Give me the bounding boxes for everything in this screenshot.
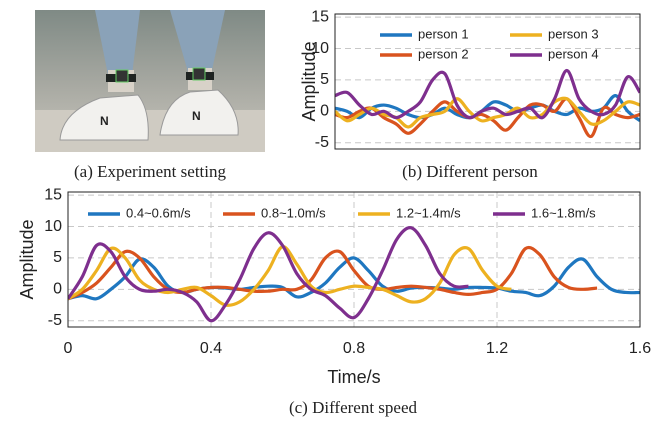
series-line	[335, 96, 640, 129]
y-tick-label: 15	[311, 8, 329, 25]
legend-label: 1.2~1.4m/s	[396, 205, 461, 220]
series-line	[68, 245, 598, 301]
legend-label: person 4	[548, 46, 599, 61]
y-tick-label: -5	[48, 312, 62, 329]
caption: (a) Experiment setting	[74, 162, 227, 181]
y-axis-label: Amplitude	[17, 219, 37, 299]
shoe-logo: N	[100, 114, 109, 128]
y-tick-label: 10	[44, 218, 62, 235]
photo: N N	[35, 10, 265, 152]
x-tick-label: 0	[64, 340, 73, 357]
plot-frame	[67, 191, 641, 328]
x-axis-label: Time/s	[327, 367, 380, 387]
x-tick-label: 0.8	[343, 340, 365, 357]
plot-lines	[68, 226, 640, 323]
y-axis-label: Amplitude	[299, 41, 319, 121]
shoe-logo: N	[192, 109, 201, 123]
series-line	[335, 97, 640, 139]
x-tick-label: 1.2	[486, 340, 508, 357]
y-tick-label: 0	[320, 103, 329, 120]
legend-label: 0.4~0.6m/s	[126, 205, 191, 220]
legend-label: person 1	[418, 26, 469, 41]
y-tick-label: 10	[311, 40, 329, 57]
legend-label: 1.6~1.8m/s	[531, 205, 596, 220]
legend-label: 0.8~1.0m/s	[261, 205, 326, 220]
y-tick-label: 5	[320, 71, 329, 88]
series-line	[68, 226, 469, 323]
series-line	[68, 256, 640, 301]
x-tick-label: 1.6	[629, 340, 651, 357]
legend-label: person 2	[418, 46, 469, 61]
plot-lines	[335, 68, 640, 139]
y-tick-label: 15	[44, 186, 62, 203]
x-tick-label: 0.4	[200, 340, 222, 357]
caption: (c) Different speed	[289, 398, 418, 417]
legend-label: person 3	[548, 26, 599, 41]
y-tick-label: 0	[53, 281, 62, 298]
caption: (b) Different person	[402, 162, 538, 181]
y-tick-label: -5	[315, 134, 329, 151]
series-line	[335, 68, 640, 120]
series-line	[68, 245, 512, 307]
plot-frame	[334, 13, 641, 150]
y-tick-label: 5	[53, 249, 62, 266]
